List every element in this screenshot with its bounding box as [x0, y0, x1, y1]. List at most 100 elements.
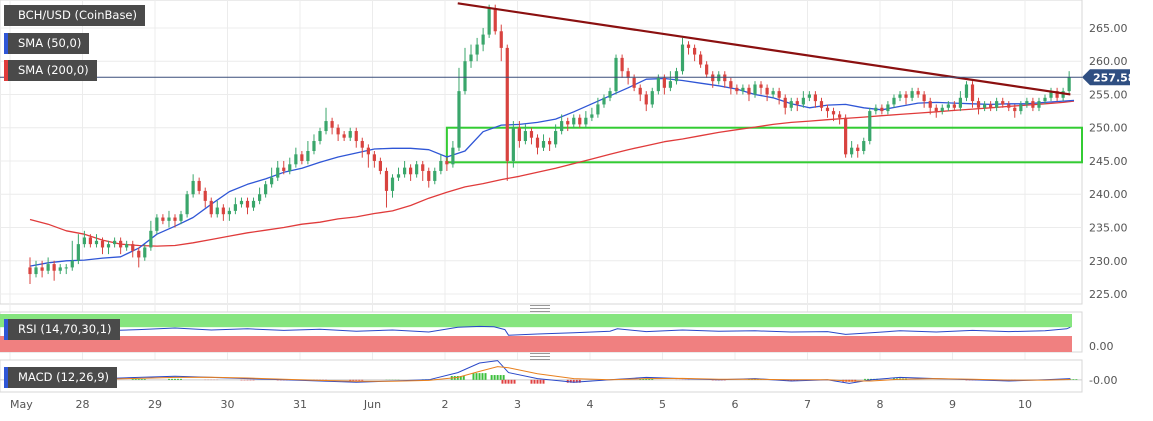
- candle-body: [741, 87, 745, 92]
- candle-body: [904, 94, 908, 98]
- candle-body: [892, 97, 896, 105]
- candle-body: [922, 94, 926, 102]
- candle-body: [421, 164, 425, 171]
- candle-body: [850, 147, 854, 155]
- candle-body: [113, 240, 117, 245]
- candle-body: [1067, 77, 1071, 92]
- sma200-legend[interactable]: SMA (200,0): [4, 60, 97, 81]
- candle-body: [396, 174, 401, 178]
- rsi-legend[interactable]: RSI (14,70,30,1): [4, 319, 120, 340]
- candle-body: [650, 91, 654, 105]
- candle-body: [76, 244, 80, 261]
- price-tick-label: 250.00: [1089, 122, 1128, 135]
- candle-body: [40, 267, 44, 271]
- price-tick-label: 260.00: [1089, 55, 1128, 68]
- candle-body: [517, 127, 521, 142]
- price-tick-label: 255.00: [1089, 88, 1128, 101]
- candle-body: [475, 44, 479, 55]
- candle-body: [203, 190, 207, 201]
- candle-body: [487, 7, 491, 35]
- rsi-pane-resize-handle[interactable]: [530, 305, 550, 312]
- candle-body: [64, 267, 68, 269]
- candle-body: [28, 267, 32, 275]
- candle-body: [765, 87, 769, 95]
- candle-body: [143, 247, 147, 258]
- candle-body: [306, 151, 310, 161]
- macd-legend[interactable]: MACD (12,26,9): [4, 367, 117, 388]
- candle-body: [330, 121, 334, 128]
- price-tick-label: 230.00: [1089, 255, 1128, 268]
- sma50-line: [29, 77, 1075, 267]
- candle-body: [457, 91, 461, 148]
- candle-body: [445, 160, 449, 165]
- trendline-layer: [457, 2, 1071, 96]
- candle-body: [427, 170, 431, 181]
- x-tick-label: 31: [293, 398, 307, 411]
- price-tick-label: 245.00: [1089, 155, 1128, 168]
- candle-body: [759, 84, 763, 88]
- candle-body: [390, 177, 395, 191]
- candle-body: [668, 81, 672, 88]
- candle-body: [789, 101, 793, 108]
- candle-body: [197, 180, 201, 191]
- candle-body: [149, 230, 153, 248]
- candle-body: [433, 170, 437, 181]
- last-price-tag-bg: [1082, 69, 1130, 86]
- candle-body: [723, 74, 727, 82]
- symbol-legend-label: BCH/USD (CoinBase): [18, 8, 137, 22]
- candle-body: [161, 217, 165, 221]
- candle-body: [191, 180, 195, 195]
- candle-body: [125, 244, 129, 248]
- candle-body: [499, 31, 503, 48]
- candle-body: [106, 244, 111, 248]
- candle-body: [958, 97, 962, 108]
- candle-body: [934, 107, 938, 112]
- candle-body: [336, 127, 340, 135]
- rsi-line: [29, 325, 1071, 336]
- candle-body: [360, 141, 364, 148]
- x-tick-label: Jun: [363, 398, 381, 411]
- candle-body: [548, 141, 552, 145]
- sma50-legend[interactable]: SMA (50,0): [4, 33, 90, 54]
- candle-body: [656, 77, 660, 92]
- candle-body: [58, 267, 62, 271]
- candle-body: [288, 164, 292, 171]
- candle-body: [1001, 101, 1005, 105]
- candle-body: [366, 147, 370, 155]
- candle-body: [251, 200, 256, 208]
- x-tick-label: 10: [1018, 398, 1032, 411]
- candle-body: [674, 71, 679, 82]
- sma50-legend-label: SMA (50,0): [18, 36, 82, 50]
- symbol-legend[interactable]: BCH/USD (CoinBase): [4, 5, 145, 26]
- last-price-tag: 257.58: [1082, 69, 1135, 86]
- candle-body: [173, 217, 177, 221]
- candle-body: [384, 170, 389, 191]
- macd-pane-resize-handle[interactable]: [530, 353, 550, 360]
- candle-body: [270, 177, 274, 185]
- candle-body: [572, 117, 576, 125]
- x-tick-label: 28: [76, 398, 90, 411]
- macd-signal-line: [29, 366, 1071, 382]
- sma200-legend-label: SMA (200,0): [18, 63, 89, 77]
- candle-body: [481, 34, 485, 45]
- candle-body: [928, 101, 932, 108]
- rsi-legend-label: RSI (14,70,30,1): [18, 322, 112, 336]
- macd-legend-label: MACD (12,26,9): [18, 370, 109, 384]
- candle-body: [717, 74, 721, 82]
- candle-body: [807, 94, 811, 98]
- candle-body: [1031, 101, 1035, 108]
- macd-swatch: [4, 367, 8, 388]
- sma50-layer: [29, 77, 1075, 267]
- candle-body: [1037, 101, 1041, 108]
- candle-body: [276, 167, 280, 178]
- candle-body: [868, 111, 872, 142]
- candle-body: [523, 131, 527, 142]
- candle-body: [505, 47, 509, 161]
- candle-body: [52, 264, 56, 271]
- candle-body: [282, 167, 286, 171]
- sma50-swatch: [4, 33, 8, 54]
- candle-body: [185, 194, 189, 215]
- candle-body: [983, 104, 987, 108]
- candle-body: [131, 244, 135, 251]
